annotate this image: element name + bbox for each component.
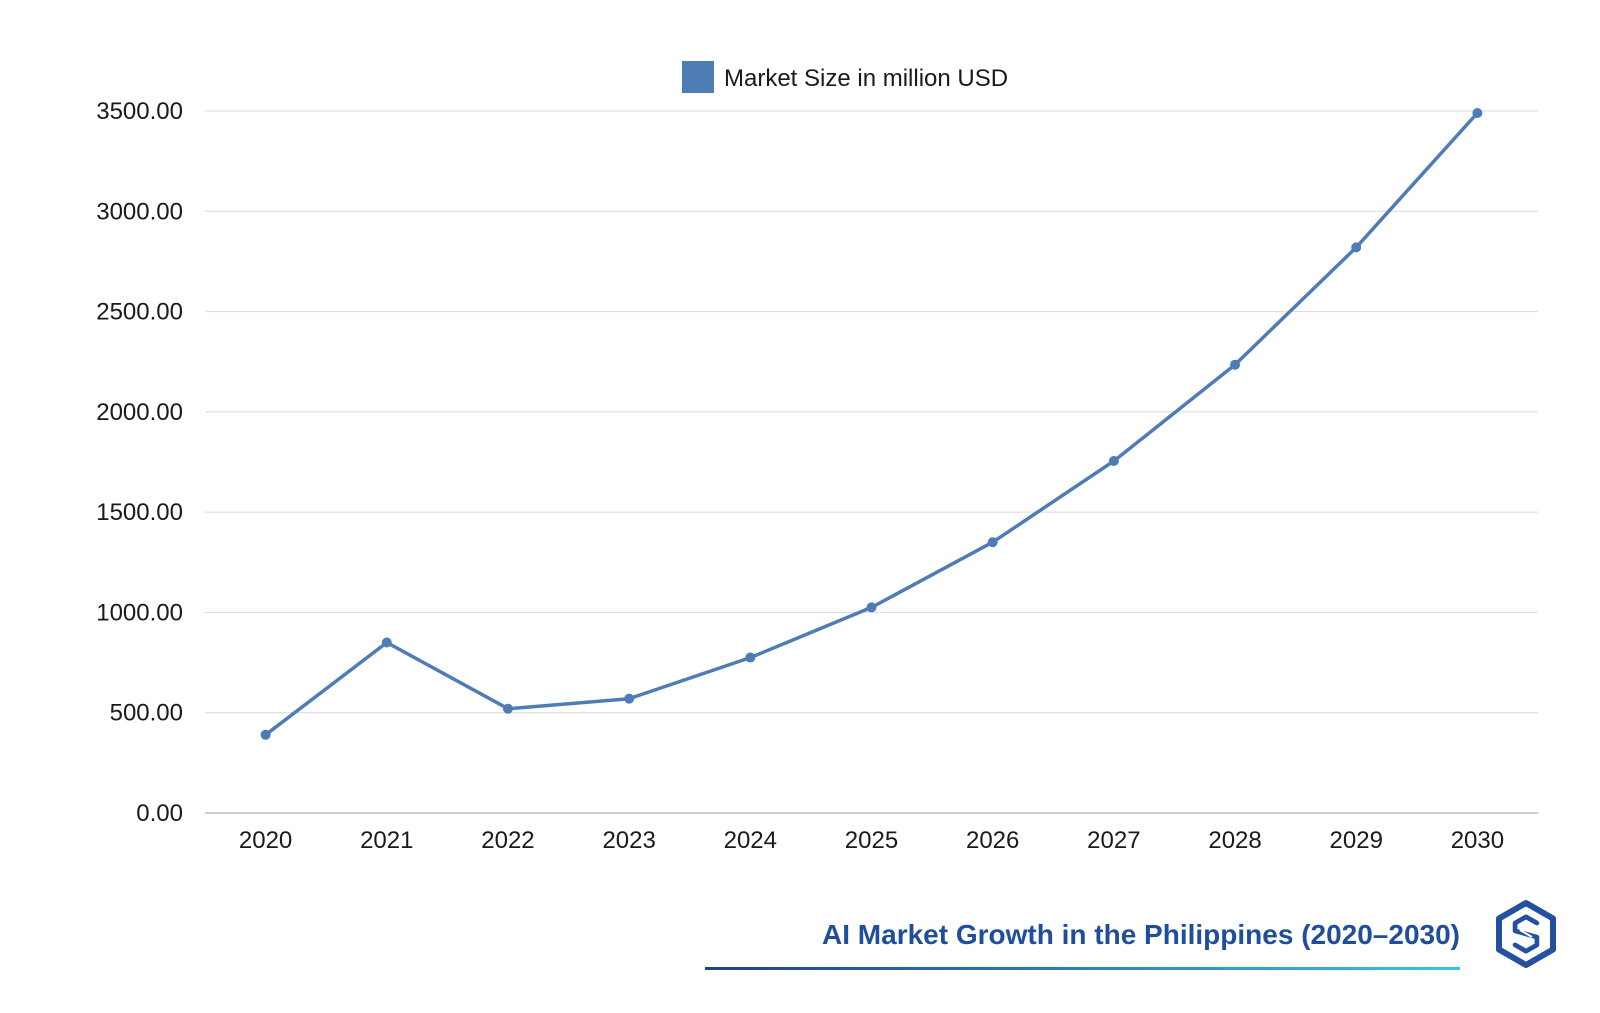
x-tick-label: 2021 xyxy=(360,827,413,854)
data-point-2024 xyxy=(745,652,756,663)
x-tick-label: 2027 xyxy=(1087,827,1140,854)
x-tick-label: 2029 xyxy=(1330,827,1383,854)
y-tick-label: 0.00 xyxy=(136,800,183,827)
data-point-2022 xyxy=(502,703,513,714)
x-tick-label: 2025 xyxy=(845,827,898,854)
data-point-2021 xyxy=(381,637,392,648)
y-tick-label: 3500.00 xyxy=(96,98,183,125)
grid-lines xyxy=(205,110,1538,714)
caption-underline xyxy=(705,967,1460,970)
chart-caption-group: AI Market Growth in the Philippines (202… xyxy=(705,919,1460,970)
x-tick-label: 2030 xyxy=(1451,827,1504,854)
x-tick-label: 2024 xyxy=(724,827,777,854)
data-point-2025 xyxy=(866,602,877,613)
hexagon-s-logo-icon xyxy=(1496,900,1556,968)
x-tick-label: 2026 xyxy=(966,827,1019,854)
data-point-2027 xyxy=(1108,455,1119,466)
y-tick-label: 1000.00 xyxy=(96,599,183,626)
data-point-2030 xyxy=(1472,108,1483,119)
y-tick-label: 3000.00 xyxy=(96,198,183,225)
x-tick-label: 2020 xyxy=(239,827,292,854)
x-tick-label: 2022 xyxy=(481,827,534,854)
data-point-2028 xyxy=(1230,359,1241,370)
y-tick-label: 1500.00 xyxy=(96,499,183,526)
series-line xyxy=(263,111,1480,737)
x-tick-label: 2028 xyxy=(1208,827,1261,854)
series-market-size xyxy=(260,108,1483,740)
x-tick-label: 2023 xyxy=(602,827,655,854)
data-point-2026 xyxy=(987,537,998,548)
y-tick-label: 2500.00 xyxy=(96,299,183,326)
x-axis-tick-labels: 2020 2021 2022 2023 2024 2025 2026 2027 2028 2029… xyxy=(239,827,1504,854)
y-tick-label: 500.00 xyxy=(110,700,183,727)
data-point-2020 xyxy=(260,729,271,740)
data-point-2029 xyxy=(1351,242,1362,253)
legend-swatch xyxy=(682,61,714,93)
y-tick-label: 2000.00 xyxy=(96,399,183,426)
legend: Market Size in million USD xyxy=(682,61,1008,93)
chart-caption: AI Market Growth in the Philippines (202… xyxy=(822,919,1460,950)
y-axis-tick-labels: 0.00 500.00 1000.00 1500.00 2000.00 2500.00 30… xyxy=(96,98,183,827)
legend-label: Market Size in million USD xyxy=(724,65,1008,92)
data-point-2023 xyxy=(624,693,635,704)
